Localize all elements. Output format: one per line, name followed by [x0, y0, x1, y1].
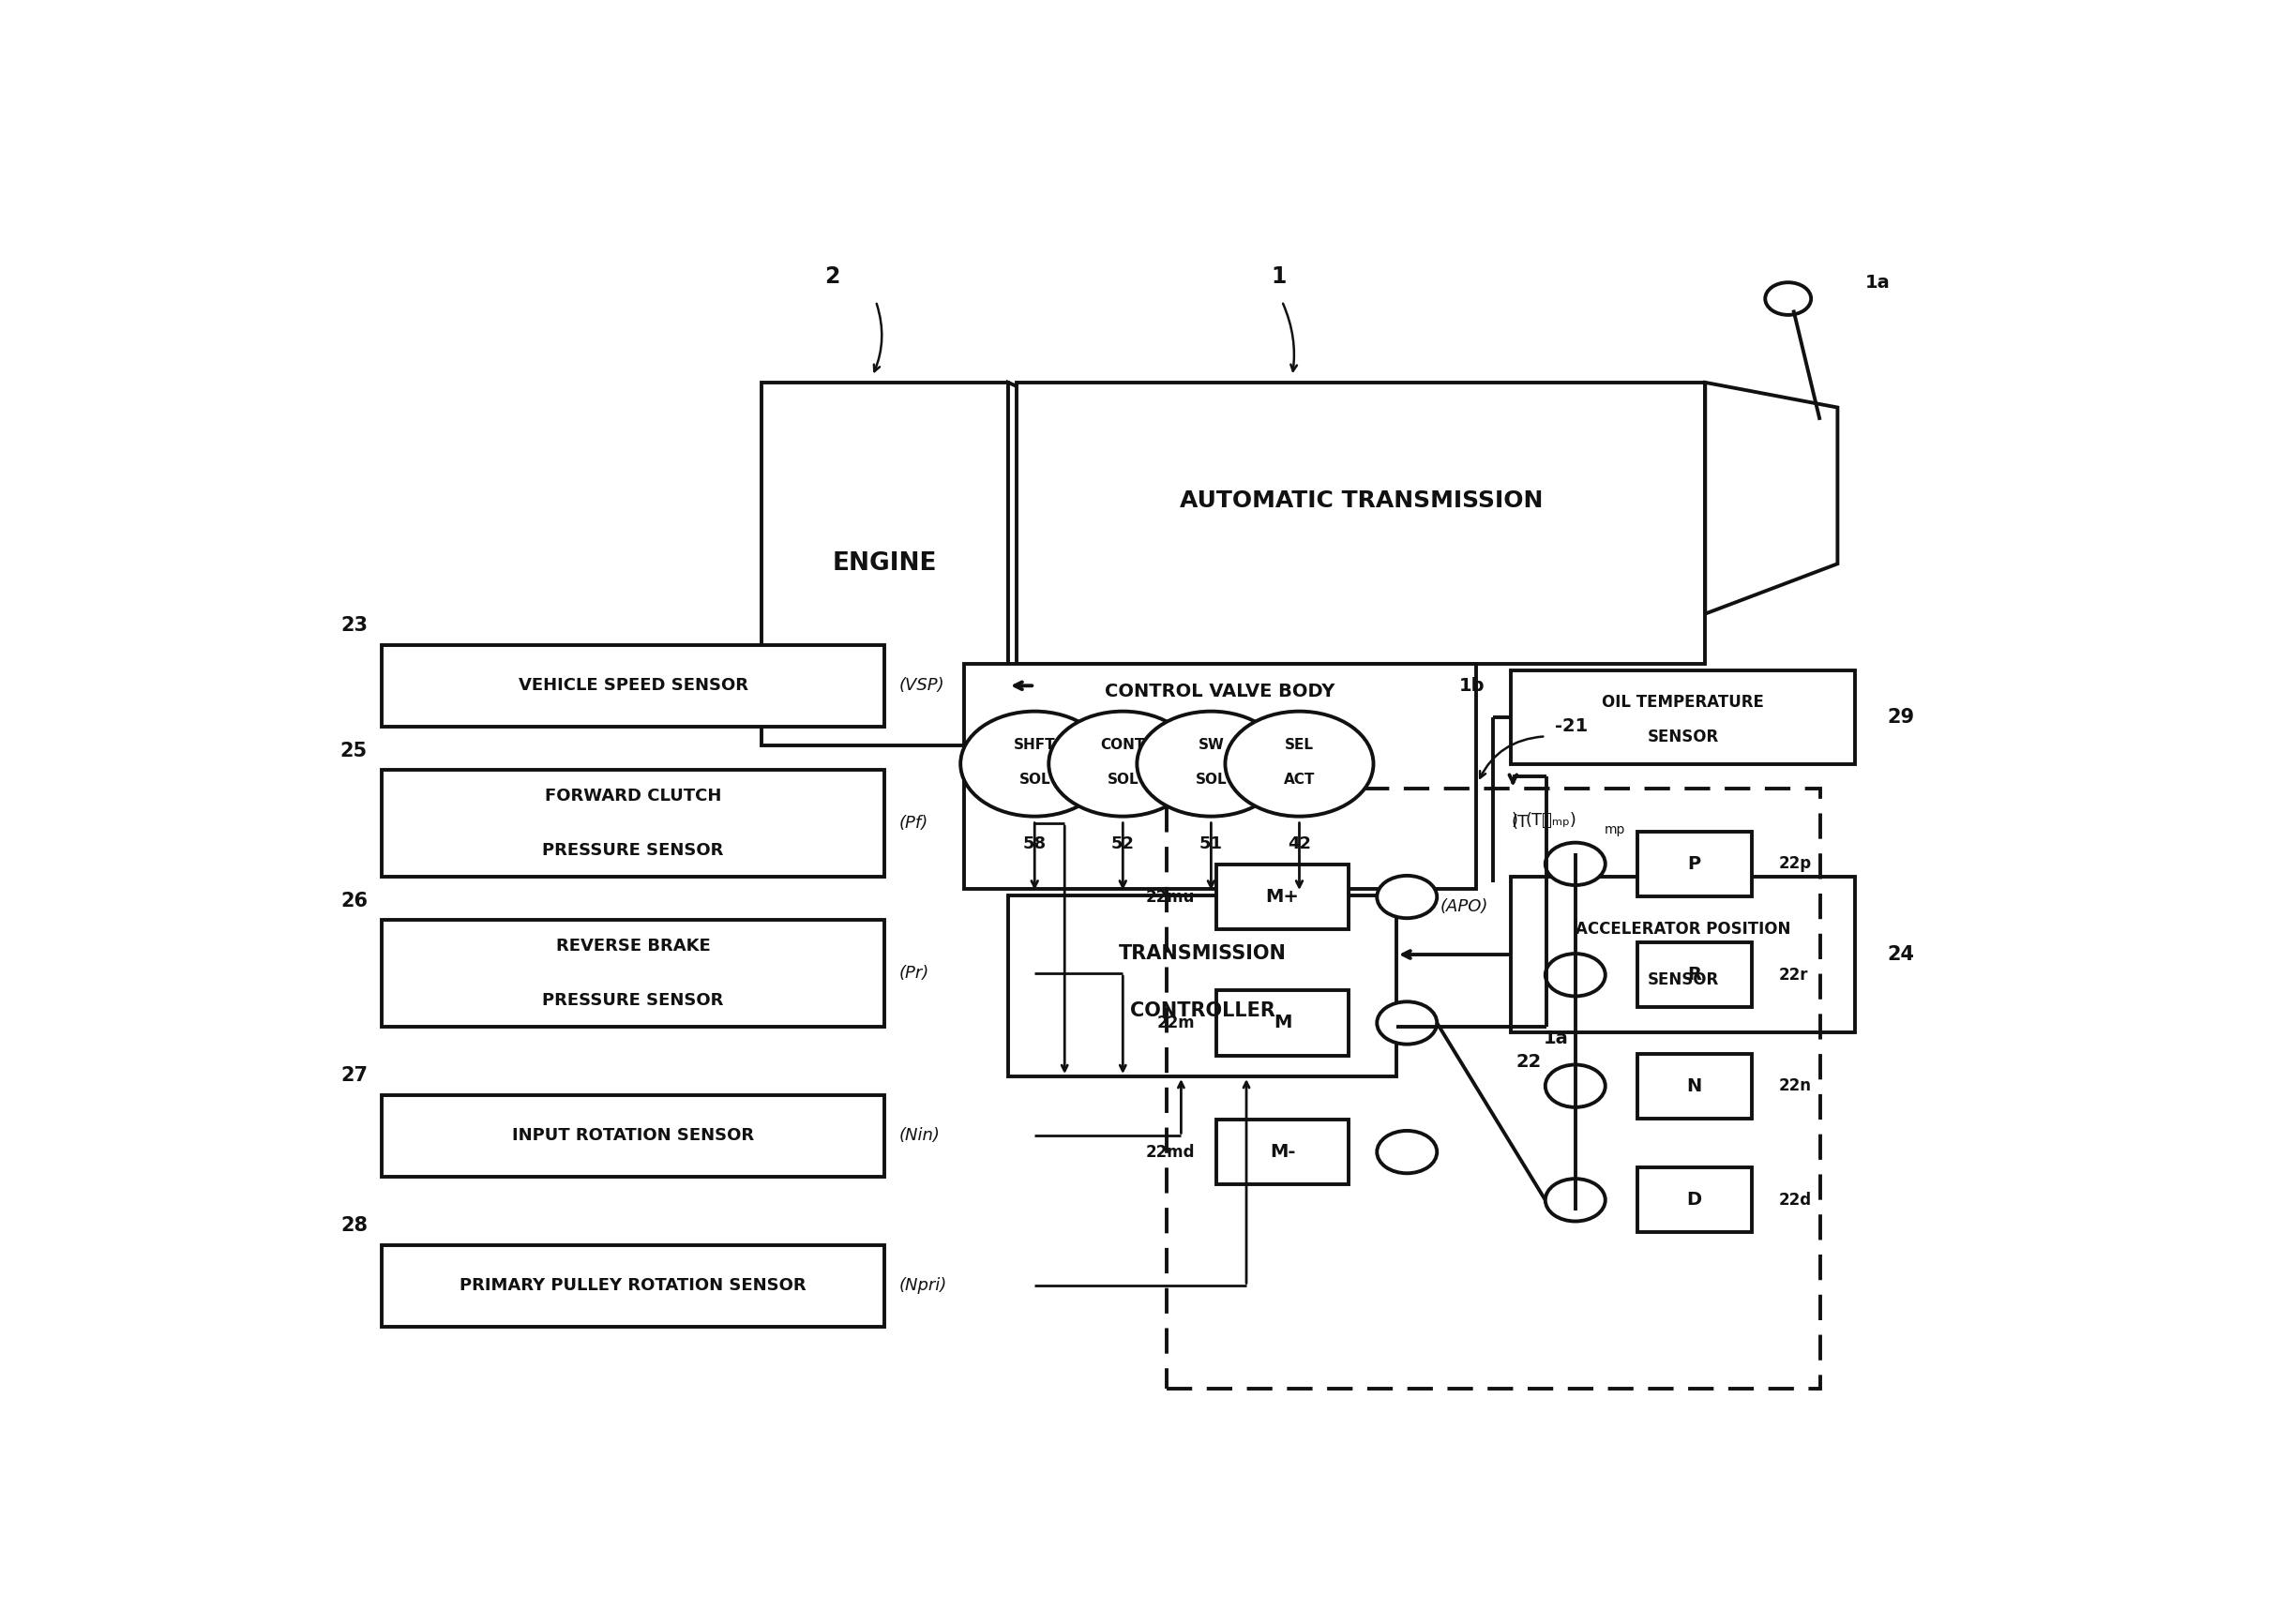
- Text: (APO): (APO): [1441, 898, 1489, 916]
- FancyBboxPatch shape: [383, 770, 883, 877]
- Text: 42: 42: [1287, 835, 1312, 853]
- Text: 58: 58: [1022, 835, 1047, 853]
- Text: 22m: 22m: [1157, 1015, 1195, 1031]
- Text: (Pr): (Pr): [899, 965, 929, 983]
- Text: OIL TEMPERATURE: OIL TEMPERATURE: [1603, 693, 1765, 710]
- FancyBboxPatch shape: [1512, 877, 1856, 1033]
- FancyBboxPatch shape: [1637, 831, 1751, 896]
- Polygon shape: [1705, 383, 1838, 614]
- FancyBboxPatch shape: [1216, 864, 1348, 929]
- Text: CONTROL VALVE BODY: CONTROL VALVE BODY: [1104, 682, 1334, 700]
- FancyBboxPatch shape: [1009, 895, 1396, 1077]
- Text: ACT: ACT: [1284, 773, 1314, 788]
- Text: VEHICLE SPEED SENSOR: VEHICLE SPEED SENSOR: [519, 677, 749, 693]
- Text: 1a: 1a: [1865, 273, 1890, 291]
- FancyBboxPatch shape: [383, 921, 883, 1026]
- Text: N: N: [1687, 1077, 1701, 1095]
- Circle shape: [961, 711, 1109, 817]
- Text: 28: 28: [339, 1216, 367, 1236]
- Text: M+: M+: [1266, 888, 1300, 906]
- Circle shape: [1050, 711, 1198, 817]
- Text: 22p: 22p: [1778, 856, 1810, 872]
- Text: 22d: 22d: [1778, 1192, 1810, 1208]
- Text: 22: 22: [1516, 1052, 1542, 1070]
- Text: SENSOR: SENSOR: [1646, 971, 1719, 987]
- Text: FORWARD CLUTCH: FORWARD CLUTCH: [544, 788, 722, 804]
- Circle shape: [1546, 843, 1605, 885]
- Text: mp: mp: [1605, 823, 1626, 836]
- Text: 22r: 22r: [1778, 966, 1808, 984]
- Text: 1b: 1b: [1460, 677, 1485, 695]
- Text: (T: (T: [1512, 814, 1528, 831]
- Text: (VSP): (VSP): [899, 677, 945, 693]
- Text: 51: 51: [1200, 835, 1223, 853]
- Text: 25: 25: [339, 741, 367, 760]
- FancyBboxPatch shape: [1637, 1168, 1751, 1233]
- Text: SOL: SOL: [1107, 773, 1138, 788]
- Text: SHFT: SHFT: [1013, 737, 1057, 752]
- Text: -21: -21: [1555, 718, 1589, 736]
- Circle shape: [1136, 711, 1284, 817]
- Text: R: R: [1687, 966, 1701, 984]
- FancyBboxPatch shape: [1216, 991, 1348, 1056]
- Text: 1a: 1a: [1544, 1030, 1569, 1047]
- Text: 2: 2: [824, 265, 840, 287]
- FancyBboxPatch shape: [1637, 1054, 1751, 1119]
- Text: SOL: SOL: [1195, 773, 1227, 788]
- Text: ACCELERATOR POSITION: ACCELERATOR POSITION: [1576, 921, 1790, 939]
- Text: D: D: [1687, 1190, 1701, 1208]
- Circle shape: [1378, 1130, 1437, 1173]
- Text: PRIMARY PULLEY ROTATION SENSOR: PRIMARY PULLEY ROTATION SENSOR: [460, 1278, 806, 1294]
- Text: PRESSURE SENSOR: PRESSURE SENSOR: [542, 992, 724, 1009]
- Text: 29: 29: [1888, 708, 1915, 726]
- Circle shape: [1225, 711, 1373, 817]
- Circle shape: [1546, 953, 1605, 996]
- FancyBboxPatch shape: [383, 1246, 883, 1327]
- FancyBboxPatch shape: [383, 645, 883, 726]
- Text: 22n: 22n: [1778, 1078, 1810, 1095]
- Text: ): ): [1512, 812, 1519, 828]
- Text: (Nin): (Nin): [899, 1127, 940, 1145]
- Text: REVERSE BRAKE: REVERSE BRAKE: [556, 937, 710, 955]
- Circle shape: [1378, 875, 1437, 918]
- Text: 22mu: 22mu: [1145, 888, 1195, 905]
- FancyBboxPatch shape: [963, 664, 1475, 888]
- FancyBboxPatch shape: [1216, 1119, 1348, 1184]
- Text: ENGINE: ENGINE: [833, 552, 936, 577]
- Text: 52: 52: [1111, 835, 1134, 853]
- Text: (Pf): (Pf): [899, 815, 929, 831]
- Text: 1: 1: [1271, 265, 1287, 287]
- Text: PRESSURE SENSOR: PRESSURE SENSOR: [542, 843, 724, 859]
- Text: 26: 26: [339, 892, 367, 909]
- FancyBboxPatch shape: [761, 382, 1009, 745]
- Text: CONTROLLER: CONTROLLER: [1129, 1002, 1275, 1020]
- Text: SW: SW: [1198, 737, 1225, 752]
- Text: SEL: SEL: [1284, 737, 1314, 752]
- Text: M: M: [1273, 1013, 1291, 1031]
- FancyBboxPatch shape: [1512, 671, 1856, 763]
- Text: INPUT ROTATION SENSOR: INPUT ROTATION SENSOR: [512, 1127, 754, 1145]
- Text: TRANSMISSION: TRANSMISSION: [1118, 944, 1287, 963]
- Text: AUTOMATIC TRANSMISSION: AUTOMATIC TRANSMISSION: [1179, 489, 1544, 512]
- Text: 23: 23: [339, 615, 367, 635]
- FancyBboxPatch shape: [1018, 383, 1705, 664]
- Circle shape: [1765, 283, 1810, 315]
- Text: SENSOR: SENSOR: [1646, 729, 1719, 745]
- Text: 24: 24: [1888, 945, 1915, 965]
- Circle shape: [1546, 1179, 1605, 1221]
- Text: M-: M-: [1271, 1143, 1296, 1161]
- Polygon shape: [1009, 382, 1079, 745]
- Text: (T₟ₘₚ): (T₟ₘₚ): [1526, 812, 1576, 828]
- Text: 22md: 22md: [1145, 1143, 1195, 1161]
- Text: P: P: [1687, 854, 1701, 872]
- Circle shape: [1378, 1002, 1437, 1044]
- FancyBboxPatch shape: [1637, 942, 1751, 1007]
- Circle shape: [1546, 1065, 1605, 1108]
- Text: 27: 27: [339, 1067, 367, 1085]
- FancyBboxPatch shape: [383, 1095, 883, 1176]
- Text: SOL: SOL: [1018, 773, 1050, 788]
- Text: CONT: CONT: [1100, 737, 1145, 752]
- Text: (Npri): (Npri): [899, 1278, 947, 1294]
